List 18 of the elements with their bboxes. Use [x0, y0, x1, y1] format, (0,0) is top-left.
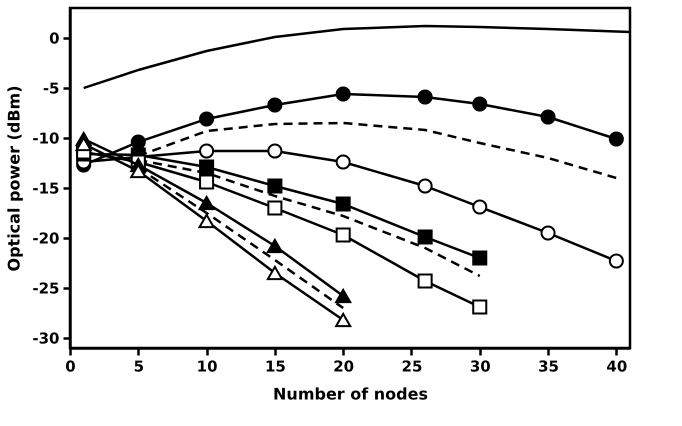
y-tick-label: -25: [32, 280, 60, 298]
x-tick-label: 0: [65, 358, 76, 376]
x-tick-label: 5: [134, 358, 144, 376]
x-tick-label: 25: [402, 358, 422, 376]
x-tick-label: 35: [538, 358, 559, 376]
y-tick-label: -10: [32, 130, 60, 148]
y-tick-label: -5: [42, 80, 60, 98]
y-tick-label: 0: [49, 30, 60, 48]
x-axis-title: Number of nodes: [273, 384, 428, 404]
y-tick-label: -15: [32, 180, 60, 198]
x-tick-label: 10: [196, 358, 218, 376]
x-tick-label: 15: [264, 358, 286, 376]
y-axis-title: Optical power (dBm): [4, 85, 24, 272]
x-tick-label: 30: [470, 358, 491, 376]
y-tick-label: -20: [32, 230, 60, 248]
x-tick-label: 20: [333, 358, 354, 376]
x-tick-label: 40: [606, 358, 628, 376]
y-tick-label: -30: [32, 330, 60, 348]
